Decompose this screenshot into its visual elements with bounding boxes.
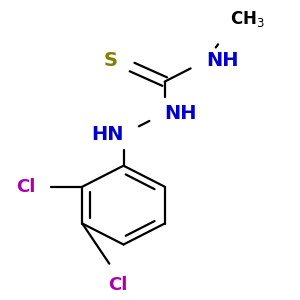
Text: CH$_3$: CH$_3$ (230, 9, 264, 29)
Text: HN: HN (91, 125, 124, 144)
Text: Cl: Cl (108, 276, 127, 294)
Text: NH: NH (206, 51, 238, 70)
Text: S: S (103, 51, 118, 70)
Text: NH: NH (165, 103, 197, 123)
Text: Cl: Cl (16, 178, 35, 196)
